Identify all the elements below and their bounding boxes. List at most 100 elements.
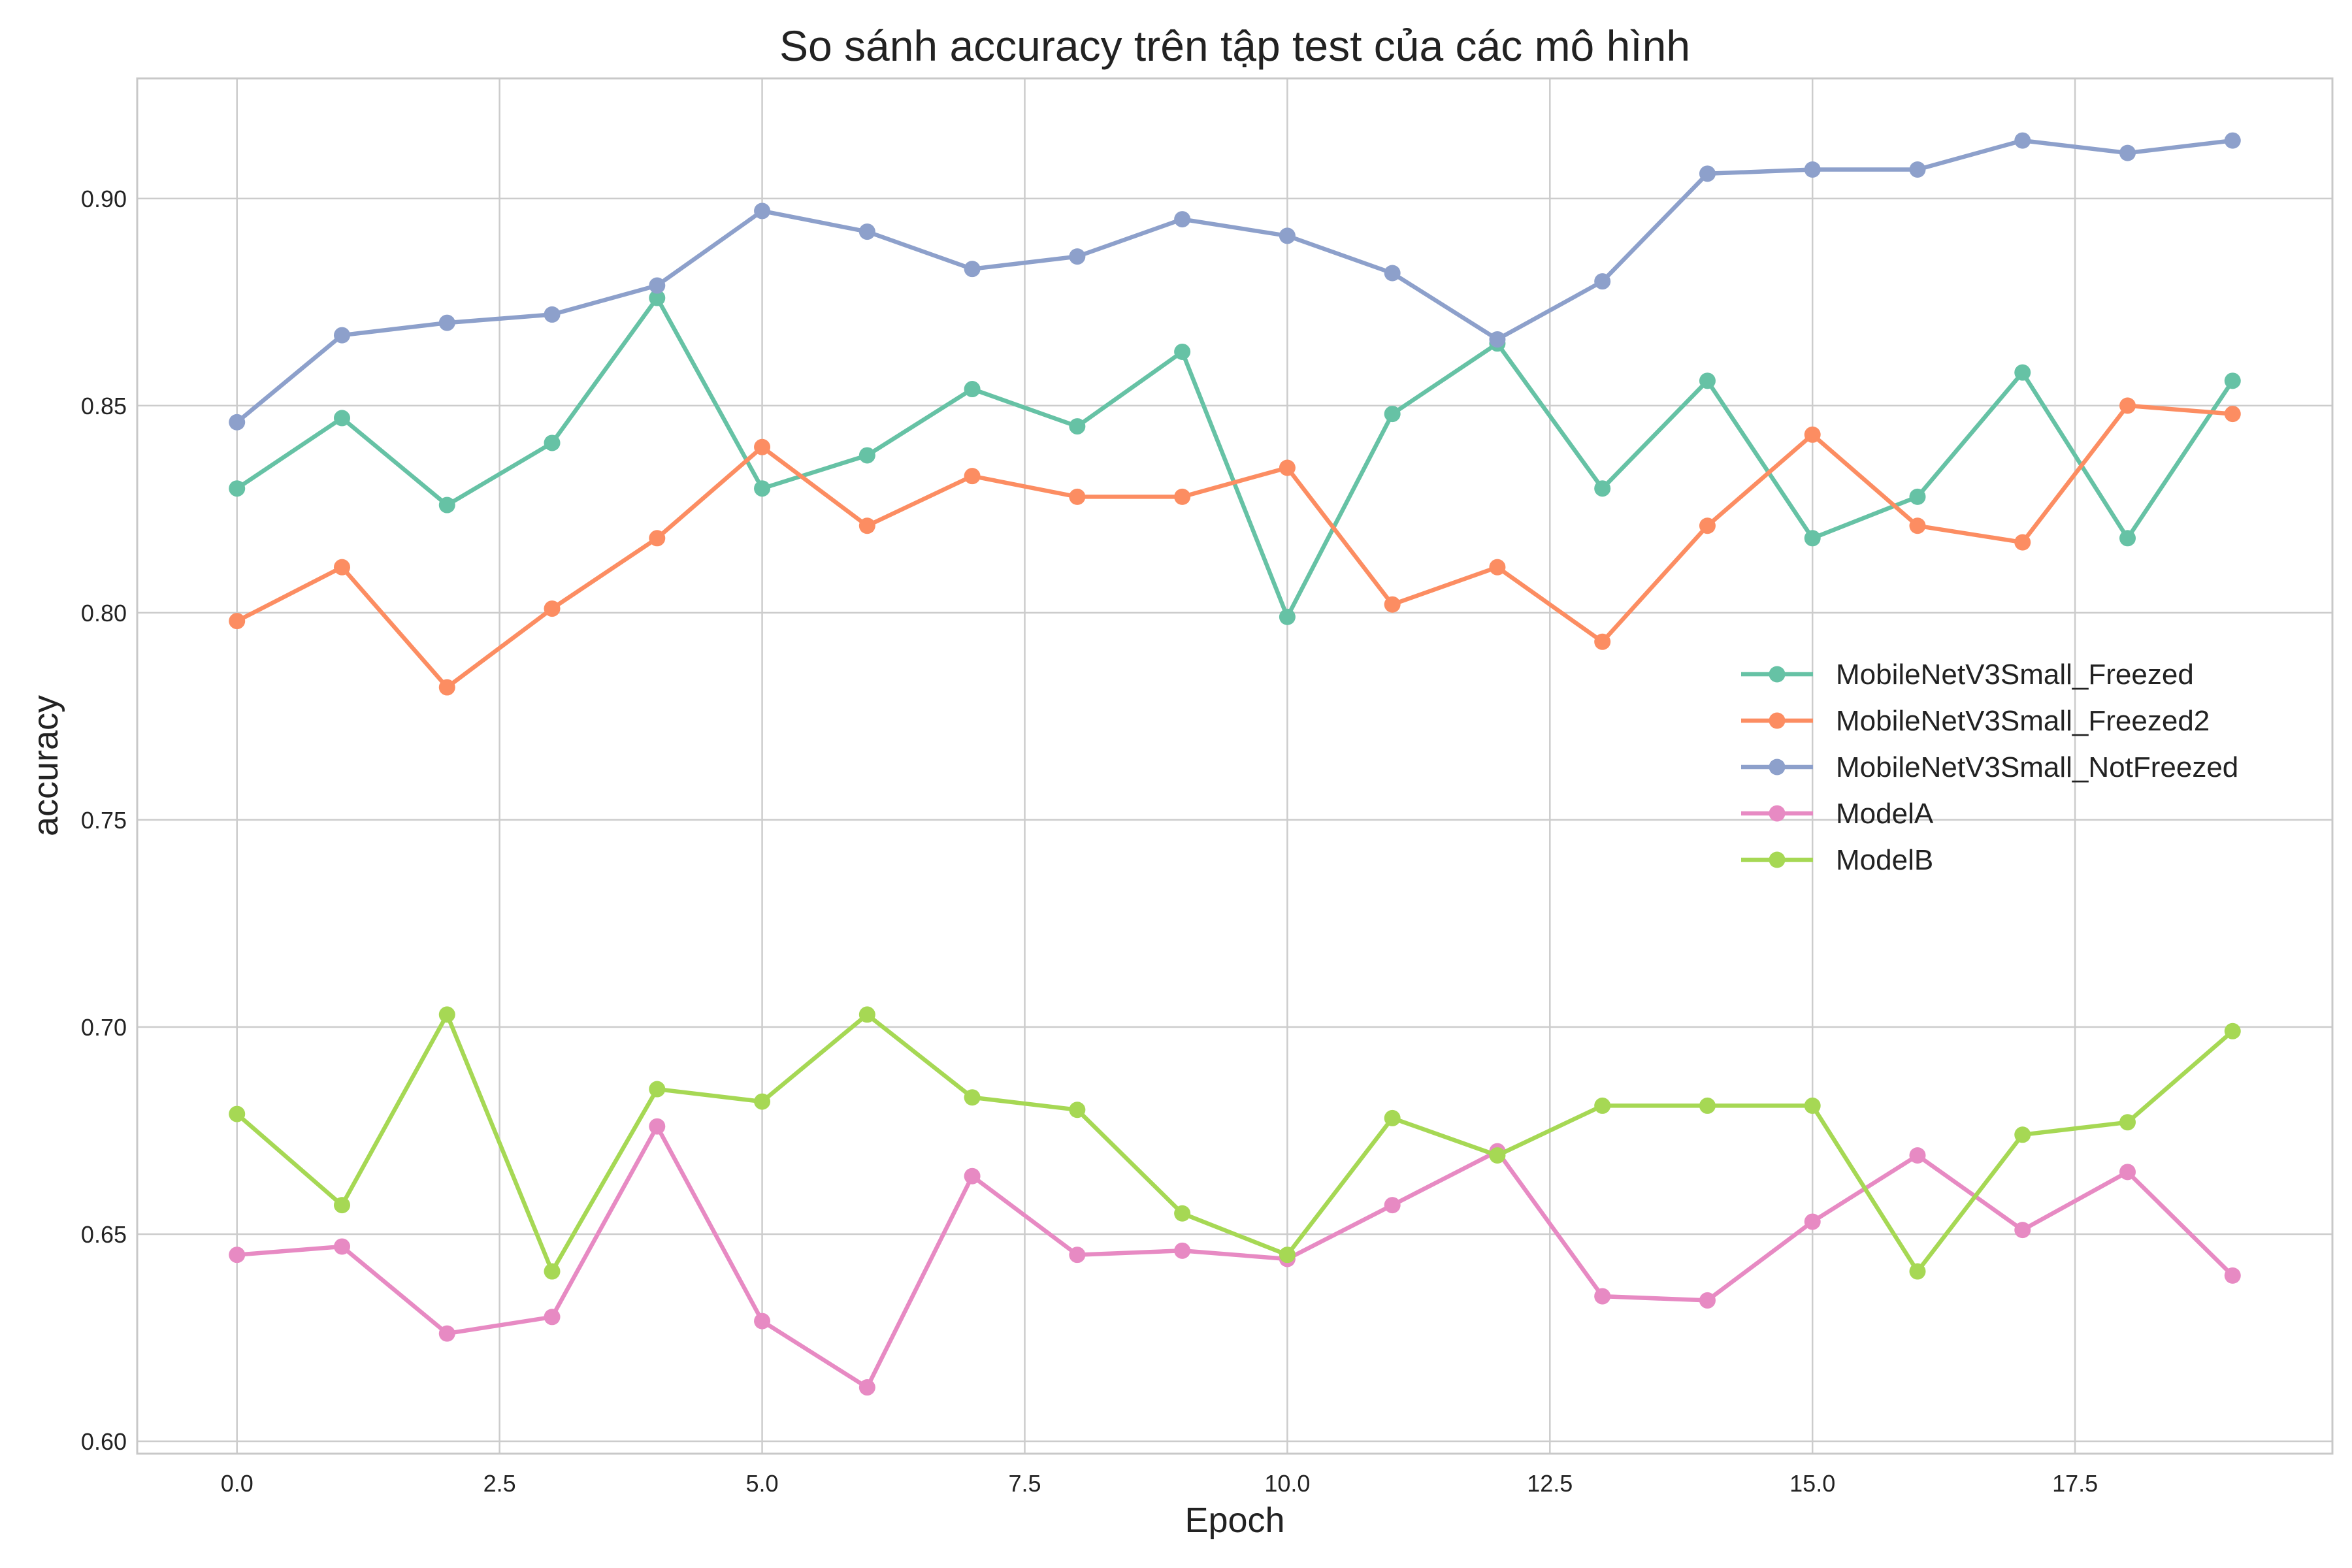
data-point [964, 468, 981, 485]
data-point [544, 306, 561, 323]
x-tick-label: 10.0 [1264, 1470, 1310, 1497]
data-point [649, 530, 666, 547]
y-tick-label: 0.70 [81, 1014, 127, 1041]
data-point [649, 1118, 666, 1135]
data-point [438, 1325, 455, 1342]
y-tick-label: 0.90 [81, 186, 127, 212]
data-point [964, 261, 981, 278]
data-point [438, 1006, 455, 1023]
data-point [1699, 372, 1716, 389]
data-point [2224, 1267, 2241, 1284]
data-point [1594, 480, 1611, 497]
series-modela [229, 1118, 2241, 1396]
legend-item: MobileNetV3Small_Freezed2 [1741, 705, 2210, 737]
data-point [2224, 1022, 2241, 1039]
data-point [438, 314, 455, 331]
data-point [1489, 331, 1506, 348]
legend-item: MobileNetV3Small_NotFreezed [1741, 751, 2238, 783]
data-point [1069, 488, 1086, 505]
y-tick-label: 0.65 [81, 1221, 127, 1248]
data-point [754, 1093, 771, 1110]
series-group [229, 132, 2241, 1396]
data-point [754, 480, 771, 497]
x-tick-label: 12.5 [1527, 1470, 1573, 1497]
data-point [229, 414, 246, 431]
data-point [858, 1379, 875, 1396]
x-tick-label: 0.0 [221, 1470, 253, 1497]
data-point [964, 1089, 981, 1106]
data-point [1909, 161, 1926, 178]
data-point [333, 410, 350, 427]
data-point [2119, 530, 2136, 547]
legend-item: ModelB [1741, 844, 1933, 876]
data-point [1909, 1263, 1926, 1280]
data-point [2014, 1126, 2031, 1143]
data-point [333, 1238, 350, 1255]
data-point [1804, 1213, 1821, 1230]
data-point [2224, 372, 2241, 389]
data-point [2014, 534, 2031, 551]
data-point [2014, 364, 2031, 381]
legend-item: MobileNetV3Small_Freezed [1741, 659, 2194, 691]
data-point [1384, 1197, 1401, 1214]
data-point [1174, 1242, 1191, 1259]
grid-lines [137, 78, 2332, 1454]
data-point [229, 613, 246, 630]
data-point [1174, 488, 1191, 505]
data-point [754, 203, 771, 220]
data-point [229, 480, 246, 497]
data-point [649, 289, 666, 306]
data-point [1909, 1147, 1926, 1164]
data-point [1069, 1247, 1086, 1264]
series-line [235, 138, 2235, 425]
data-point [858, 517, 875, 534]
series-line [235, 1124, 2235, 1390]
data-point [1384, 1109, 1401, 1126]
data-point [1069, 418, 1086, 435]
legend-marker [1769, 712, 1786, 729]
data-point [1174, 211, 1191, 228]
data-point [333, 1197, 350, 1214]
y-tick-label: 0.80 [81, 600, 127, 627]
data-point [1909, 517, 1926, 534]
legend: MobileNetV3Small_Freezed MobileNetV3Small… [1741, 659, 2238, 876]
x-tick-label: 2.5 [483, 1470, 516, 1497]
chart-title: So sánh accuracy trên tập test của các m… [779, 22, 1690, 70]
data-point [649, 277, 666, 294]
data-point [1804, 426, 1821, 443]
data-point [1699, 517, 1716, 534]
data-point [858, 223, 875, 240]
series-mobilenetv3small-freezed2 [229, 397, 2241, 696]
y-tick-label: 0.60 [81, 1428, 127, 1455]
data-point [2119, 397, 2136, 414]
data-point [2224, 132, 2241, 149]
data-point [1594, 1288, 1611, 1305]
data-point [2119, 1114, 2136, 1131]
legend-item: ModelA [1741, 798, 1934, 830]
data-point [229, 1247, 246, 1264]
data-point [1699, 1292, 1716, 1309]
legend-label: MobileNetV3Small_Freezed2 [1836, 705, 2210, 737]
y-tick-label: 0.85 [81, 393, 127, 419]
series-line [235, 1012, 2235, 1274]
data-point [1174, 1205, 1191, 1222]
legend-label: MobileNetV3Small_Freezed [1836, 659, 2194, 691]
data-point [858, 447, 875, 464]
data-point [1279, 459, 1296, 476]
data-point [1279, 227, 1296, 244]
legend-label: MobileNetV3Small_NotFreezed [1836, 751, 2238, 783]
y-tick-label: 0.75 [81, 807, 127, 834]
legend-marker [1769, 666, 1786, 683]
legend-marker [1769, 759, 1786, 776]
data-point [544, 434, 561, 451]
series-modelb [229, 1006, 2241, 1280]
data-point [1279, 1247, 1296, 1264]
data-point [544, 1263, 561, 1280]
data-point [1594, 273, 1611, 290]
data-point [1384, 406, 1401, 423]
data-point [1174, 343, 1191, 360]
data-point [2119, 1164, 2136, 1181]
data-point [1069, 248, 1086, 265]
data-point [438, 497, 455, 514]
data-point [1489, 1147, 1506, 1164]
